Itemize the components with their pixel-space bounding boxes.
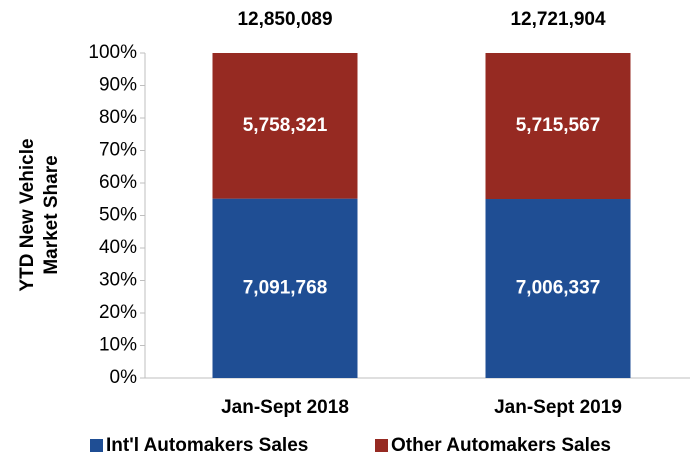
y-tick-label: 10% <box>99 335 137 356</box>
legend-label: Other Automakers Sales <box>391 435 611 456</box>
y-tick-label: 60% <box>99 172 137 193</box>
y-tick-label: 100% <box>88 42 137 63</box>
total-label: 12,721,904 <box>510 9 606 30</box>
data-label: 7,006,337 <box>516 278 601 299</box>
data-label: 7,091,768 <box>243 277 328 298</box>
y-tick-label: 20% <box>99 302 137 323</box>
bar-segment <box>485 53 631 200</box>
bar-segment <box>485 199 631 378</box>
y-tick-label: 50% <box>99 205 137 226</box>
y-tick-label: 30% <box>99 270 137 291</box>
y-axis-title: Market Share <box>41 155 62 274</box>
y-axis-title: YTD New Vehicle <box>17 138 38 291</box>
legend-swatch <box>375 439 388 452</box>
y-tick-label: 0% <box>110 367 138 388</box>
legend-label: Int'l Automakers Sales <box>106 435 308 456</box>
total-label: 12,850,089 <box>237 9 332 30</box>
y-tick-label: 90% <box>99 75 137 96</box>
legend-swatch <box>90 439 103 452</box>
y-tick-label: 80% <box>99 107 137 128</box>
bar-segment <box>212 198 358 378</box>
y-tick-label: 40% <box>99 237 137 258</box>
x-tick-label: Jan-Sept 2018 <box>221 397 349 418</box>
x-tick-label: Jan-Sept 2019 <box>494 397 622 418</box>
bar-segment <box>212 53 358 199</box>
data-label: 5,758,321 <box>243 115 328 136</box>
y-tick-label: 70% <box>99 140 137 161</box>
data-label: 5,715,567 <box>516 115 601 136</box>
